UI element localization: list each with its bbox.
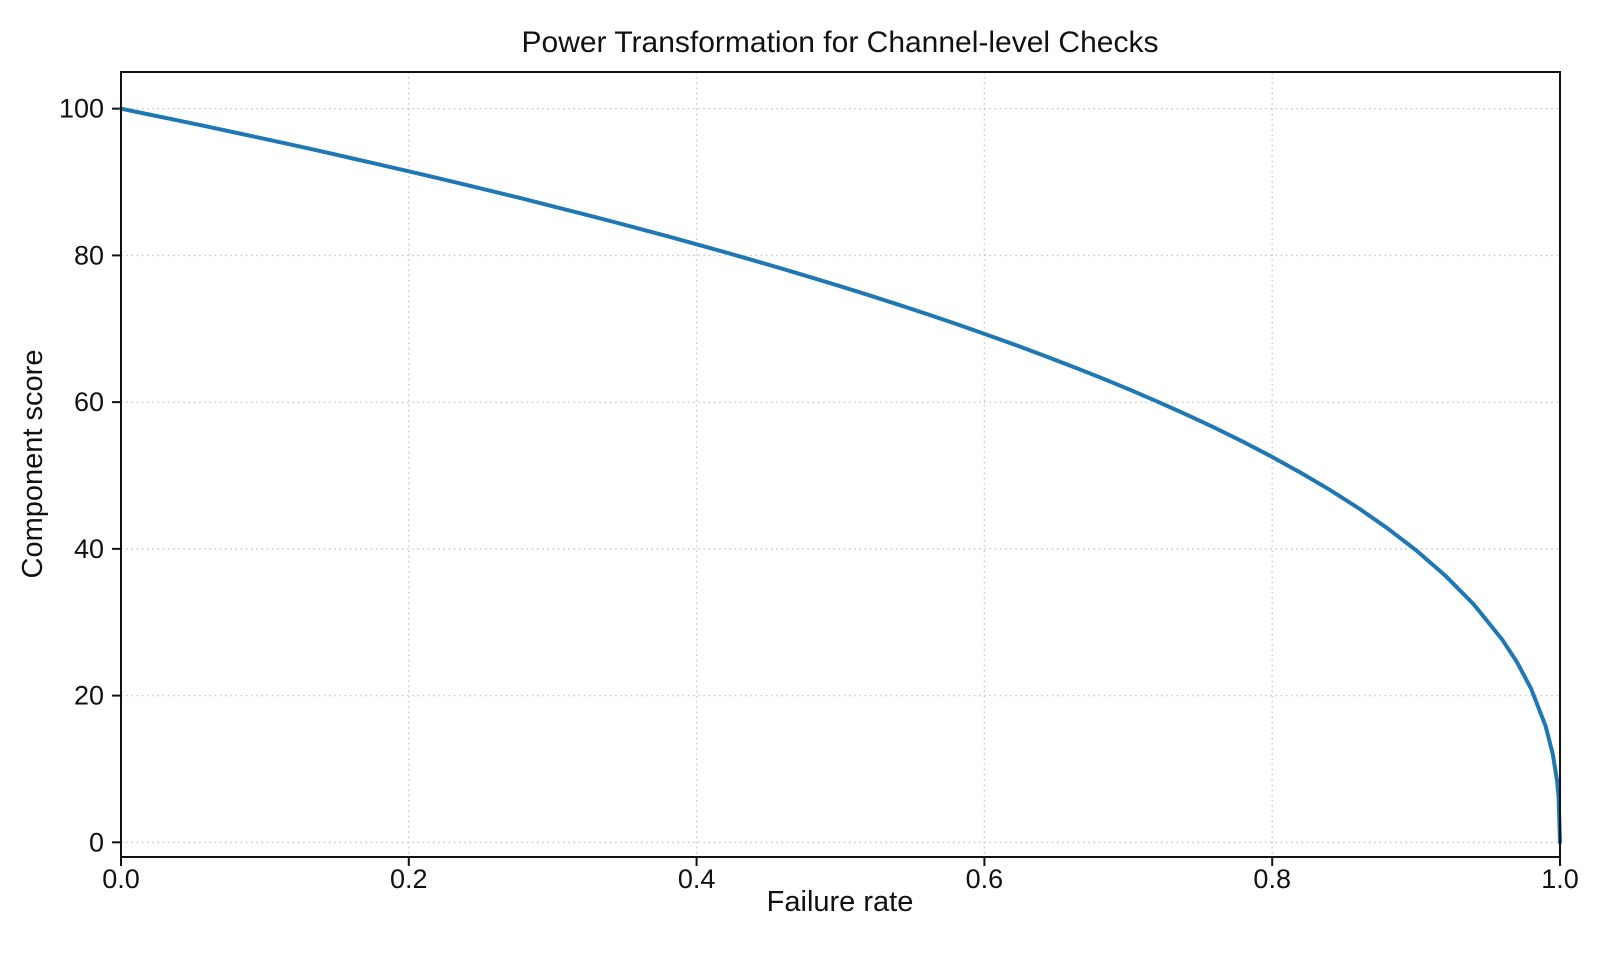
series-component-score-curve <box>119 106 1562 845</box>
plot-border <box>120 71 1561 858</box>
x-tick-label: 0.4 <box>678 864 716 894</box>
x-tick-label: 0.8 <box>1253 864 1291 894</box>
x-tick-label: 0.0 <box>102 864 140 894</box>
chart-title: Power Transformation for Channel-level C… <box>522 26 1159 59</box>
y-tick-label: 80 <box>74 240 104 270</box>
y-axis-label: Component score <box>17 350 49 579</box>
x-tick-label: 0.6 <box>966 864 1004 894</box>
x-axis-label: Failure rate <box>767 886 914 918</box>
series-lines <box>119 106 1562 845</box>
gridlines <box>120 72 1561 857</box>
y-tick-label: 0 <box>89 827 104 857</box>
y-tick-label: 40 <box>74 534 104 564</box>
y-tick-label: 100 <box>59 94 104 124</box>
y-tick-label: 60 <box>74 387 104 417</box>
x-tick-label: 0.2 <box>390 864 428 894</box>
x-tick-label: 1.0 <box>1541 864 1579 894</box>
axis-ticks: 0.0 0.2 0.4 0.6 0.8 1.0 0 20 40 60 80 100 <box>59 94 1579 894</box>
y-tick-label: 20 <box>74 681 104 711</box>
